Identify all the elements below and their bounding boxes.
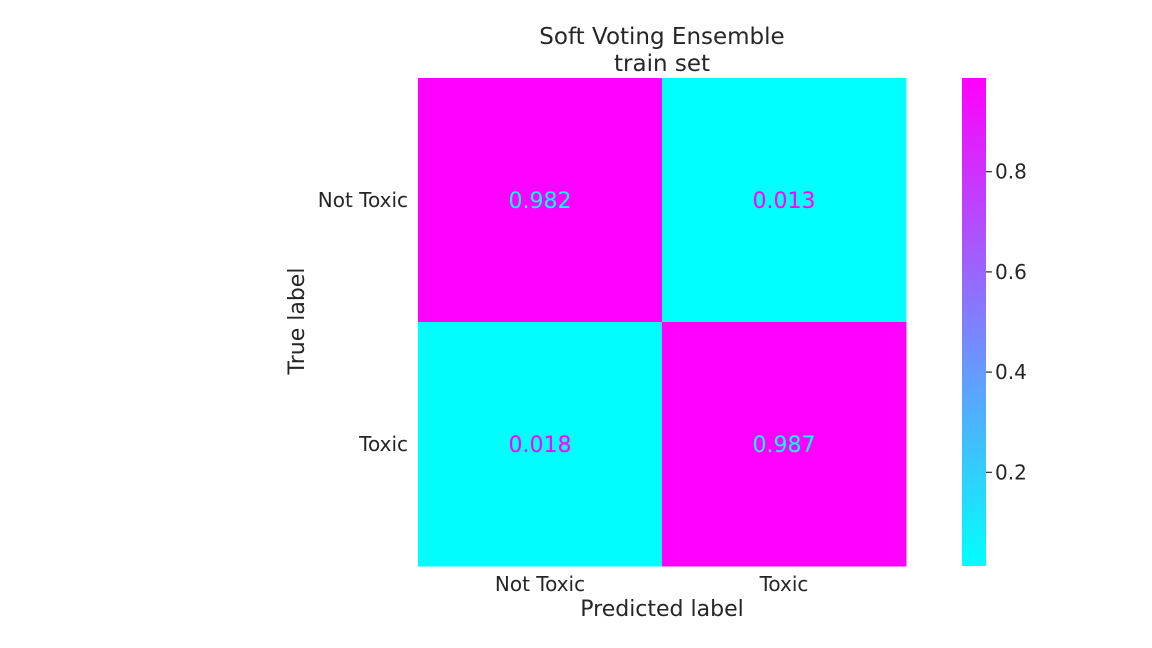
cell-value-label: 0.982 [509,189,572,214]
y-tick-labels: Not Toxic Toxic [318,188,408,456]
heatmap-cell [662,322,907,567]
y-tick-label: Toxic [358,432,408,456]
y-axis-label: True label [285,268,310,376]
heatmap-cells [418,78,907,567]
y-tick-label: Not Toxic [318,188,408,212]
colorbar-ticks: 0.2 0.4 0.6 0.8 [986,160,1027,484]
heatmap-cell [662,78,907,323]
heatmap-cell [418,322,663,567]
chart-subtitle: train set [614,51,710,77]
heatmap-cell [418,78,663,323]
x-tick-labels: Not Toxic Toxic [495,572,809,596]
colorbar-tick-label: 0.4 [995,360,1027,384]
colorbar-tick-label: 0.2 [995,460,1027,484]
chart-title: Soft Voting Ensemble [539,24,784,50]
x-tick-label: Not Toxic [495,572,585,596]
colorbar-tick-label: 0.6 [995,260,1027,284]
colorbar [962,78,986,566]
colorbar-tick-label: 0.8 [995,160,1027,184]
cell-value-label: 0.013 [753,189,816,214]
x-tick-label: Toxic [759,572,809,596]
cell-value-label: 0.018 [509,433,572,458]
cell-value-label: 0.987 [753,433,816,458]
x-axis-label: Predicted label [580,597,743,622]
heatmap-cell-labels: 0.982 0.013 0.018 0.987 [509,189,816,458]
